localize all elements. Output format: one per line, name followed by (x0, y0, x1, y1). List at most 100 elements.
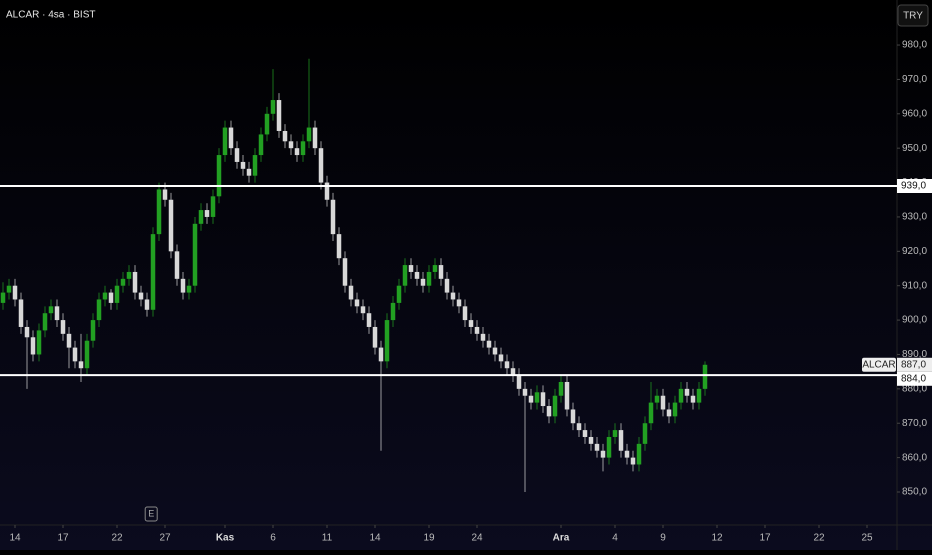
candle-body (162, 189, 168, 200)
candle-body (384, 320, 390, 362)
candle-body (0, 292, 6, 303)
candle-body (582, 430, 588, 437)
candle-body (24, 326, 30, 338)
event-label: E (148, 508, 154, 518)
level-label: 884,0 (901, 373, 926, 384)
x-tick-label: 25 (861, 533, 873, 544)
y-tick-label: 880,0 (902, 383, 927, 394)
candle-body (306, 127, 312, 142)
candle-body (480, 333, 486, 341)
candle-body (138, 292, 144, 300)
candle-body (696, 388, 702, 403)
y-tick-label: 980,0 (902, 40, 927, 51)
candle-body (660, 395, 666, 410)
price-badge (897, 357, 932, 372)
level-label: 939,0 (901, 181, 926, 192)
y-tick-label: 900,0 (902, 315, 927, 326)
candle-body (216, 155, 222, 197)
x-tick-label: Kas (216, 533, 235, 544)
candle-body (360, 306, 366, 314)
candle-body (150, 234, 156, 310)
candle-body (354, 299, 360, 307)
candle-body (528, 395, 534, 403)
candle-body (270, 100, 276, 114)
candle-body (42, 313, 48, 331)
candle-body (540, 392, 546, 407)
candle-body (594, 443, 600, 451)
y-tick-label: 930,0 (902, 212, 927, 223)
candle-body (222, 127, 228, 156)
candle-body (414, 271, 420, 279)
candle-body (672, 402, 678, 417)
candle-body (324, 182, 330, 200)
x-tick-label: 14 (9, 533, 21, 544)
candle-body (438, 265, 444, 279)
candle-body (642, 423, 648, 444)
symbol-badge (862, 357, 896, 372)
y-tick-label: 870,0 (902, 418, 927, 429)
level-badge (897, 371, 932, 386)
candle-body (456, 299, 462, 307)
candle-body (636, 443, 642, 465)
x-tick-label: 17 (57, 533, 69, 544)
y-tick-label: 960,0 (902, 108, 927, 119)
candle-body (18, 299, 24, 327)
candle-body (12, 285, 18, 300)
candle-body (552, 395, 558, 417)
candle-body (132, 271, 138, 293)
candle-body (408, 265, 414, 272)
candle-body (462, 306, 468, 321)
candle-body (180, 278, 186, 293)
level-badge (897, 179, 932, 194)
candle-body (372, 326, 378, 348)
candle-body (246, 168, 252, 176)
x-tick-label: 6 (270, 533, 276, 544)
candle-body (648, 402, 654, 424)
candle-body (228, 127, 234, 149)
candle-body (486, 340, 492, 348)
candle-body (618, 430, 624, 451)
candle-body (624, 450, 630, 458)
currency-label[interactable]: TRY (903, 11, 923, 22)
candle-body (66, 333, 72, 348)
candle-body (522, 388, 528, 396)
candle-body (366, 313, 372, 327)
candle-body (126, 271, 132, 279)
price-label: 887,0 (901, 359, 926, 370)
candle-body (48, 306, 54, 314)
candle-body (534, 392, 540, 403)
candle-body (600, 450, 606, 458)
y-tick-label: 970,0 (902, 74, 927, 85)
x-tick-label: 27 (159, 533, 171, 544)
candle-body (312, 127, 318, 149)
x-tick-label: 14 (369, 533, 381, 544)
x-tick-label: 17 (759, 533, 771, 544)
candle-body (474, 326, 480, 334)
candle-body (282, 130, 288, 142)
candle-body (450, 292, 456, 300)
candle-body (606, 436, 612, 458)
y-tick-label: 850,0 (902, 487, 927, 498)
y-tick-label: 860,0 (902, 452, 927, 463)
candle-body (156, 189, 162, 235)
candle-body (564, 381, 570, 410)
candle-body (234, 148, 240, 162)
candle-body (36, 330, 42, 355)
x-tick-label: Ara (553, 533, 570, 544)
chart-title: ALCAR · 4sa · BIST (6, 10, 95, 21)
y-tick-label: 890,0 (902, 349, 927, 360)
candle-body (90, 320, 96, 341)
candle-body (318, 148, 324, 183)
y-tick-label: 920,0 (902, 246, 927, 257)
candle-body (96, 299, 102, 321)
candle-body (336, 234, 342, 259)
candle-body (432, 265, 438, 272)
candle-body (468, 320, 474, 327)
candle-body (588, 436, 594, 444)
currency-button[interactable] (897, 4, 929, 27)
candle-body (702, 364, 708, 389)
candle-body (300, 141, 306, 156)
candle-body (510, 368, 516, 376)
